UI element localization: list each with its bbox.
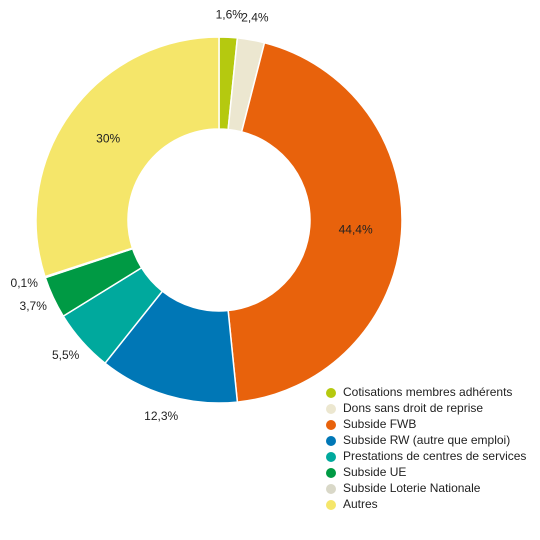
legend-label: Subside UE [343, 465, 406, 479]
legend-label: Subside RW (autre que emploi) [343, 433, 510, 447]
data-label: 30% [96, 132, 120, 146]
data-label: 0,1% [11, 276, 39, 290]
legend-marker [326, 484, 336, 494]
legend-label: Subside Loterie Nationale [343, 481, 481, 495]
legend-marker [326, 404, 336, 414]
legend-label: Dons sans droit de reprise [343, 401, 483, 415]
data-label: 44,4% [339, 222, 373, 236]
legend-label: Prestations de centres de services [343, 449, 526, 463]
legend-marker [326, 436, 336, 446]
donut-slice [35, 36, 220, 278]
legend-label: Subside FWB [343, 417, 416, 431]
legend-label: Autres [343, 497, 378, 511]
data-label: 12,3% [144, 409, 178, 423]
data-label: 5,5% [52, 348, 80, 362]
data-label: 3,7% [20, 299, 48, 313]
legend-marker [326, 452, 336, 462]
data-label: 1,6% [216, 7, 244, 21]
legend-marker [326, 388, 336, 398]
data-label: 2,4% [241, 10, 269, 24]
legend-marker [326, 500, 336, 510]
donut-slice [227, 41, 403, 403]
legend-marker [326, 420, 336, 430]
legend-marker [326, 468, 336, 478]
legend-label: Cotisations membres adhérents [343, 385, 512, 399]
